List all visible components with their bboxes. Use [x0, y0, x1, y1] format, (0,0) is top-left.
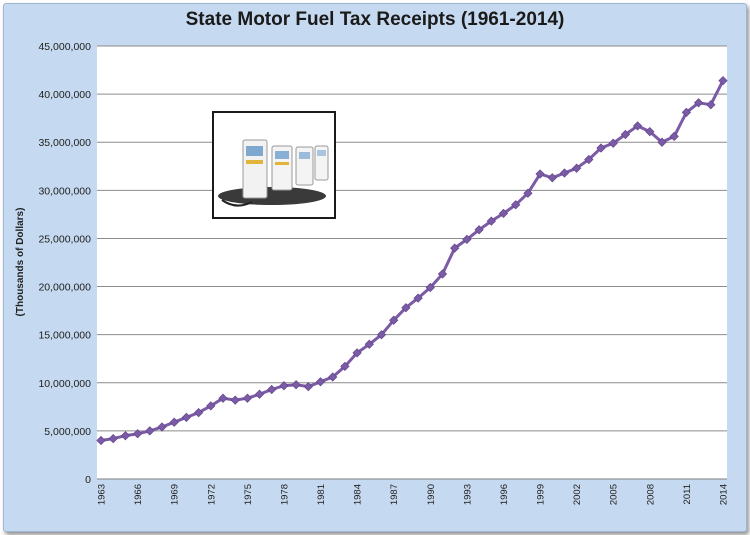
gridlines	[97, 45, 727, 432]
x-tick-label: 1999	[536, 484, 547, 505]
data-point	[559, 168, 570, 178]
x-tick-label: 2008	[645, 484, 656, 505]
y-tick-label: 0	[85, 474, 91, 486]
x-tick-label: 1978	[279, 484, 290, 505]
data-point	[706, 100, 716, 110]
data-point	[669, 131, 679, 142]
fuel-tax-series	[96, 75, 728, 446]
x-axis-ticks: 1963 1966 1969 1972 1975 1978 1981 1984 1987 1990…	[97, 484, 730, 505]
x-tick-label: 1987	[389, 484, 400, 505]
data-point	[157, 422, 167, 432]
data-point	[181, 412, 192, 423]
x-tick-label: 1966	[133, 484, 144, 505]
data-point	[511, 200, 521, 210]
x-tick-label: 2014	[719, 484, 730, 505]
data-point	[376, 330, 387, 340]
y-tick-label: 15,000,000	[38, 330, 91, 342]
data-point	[145, 426, 155, 436]
data-point	[645, 126, 655, 137]
x-tick-label: 1990	[426, 484, 437, 505]
data-point	[328, 372, 338, 382]
chart-title: State Motor Fuel Tax Receipts (1961-2014…	[185, 9, 565, 30]
data-point	[523, 188, 533, 198]
x-tick-label: 1996	[499, 484, 510, 505]
data-point	[389, 315, 399, 325]
series-line	[100, 79, 725, 442]
data-point	[474, 225, 484, 235]
data-point	[96, 435, 106, 446]
y-tick-label: 35,000,000	[38, 137, 91, 149]
data-point	[132, 429, 143, 439]
data-point	[242, 393, 253, 403]
y-tick-label: 20,000,000	[38, 282, 91, 294]
data-point	[498, 208, 509, 219]
data-point	[279, 381, 289, 391]
data-point	[352, 348, 362, 358]
data-point	[620, 129, 631, 140]
data-point	[535, 169, 545, 179]
data-point	[596, 143, 606, 153]
y-axis-ticks: 45,000,000 40,000,000 35,000,000 30,000,000…	[38, 41, 91, 486]
data-point	[693, 98, 704, 108]
data-point	[340, 361, 350, 372]
data-point	[401, 303, 411, 313]
data-point	[413, 293, 423, 303]
y-tick-label: 45,000,000	[38, 41, 91, 53]
data-point	[315, 377, 326, 387]
data-point	[303, 381, 313, 392]
x-tick-label: 1963	[97, 484, 108, 505]
data-point	[169, 417, 179, 427]
data-point	[547, 173, 557, 183]
x-tick-label: 1972	[206, 484, 217, 505]
x-tick-label: 2002	[572, 484, 583, 505]
data-point	[462, 234, 472, 245]
data-point	[364, 339, 374, 349]
data-point	[632, 121, 643, 131]
x-tick-label: 2011	[682, 484, 693, 504]
data-point	[254, 389, 265, 399]
data-point	[608, 138, 618, 148]
data-point	[657, 137, 667, 147]
data-point	[108, 433, 118, 444]
data-point	[571, 163, 582, 173]
data-point	[437, 269, 448, 279]
y-tick-label: 25,000,000	[38, 233, 91, 245]
data-point	[681, 107, 692, 118]
y-tick-label: 30,000,000	[38, 185, 91, 197]
x-tick-label: 1975	[243, 484, 254, 505]
plot-area	[97, 46, 727, 479]
x-tick-label: 1981	[316, 484, 327, 505]
x-tick-label: 1984	[353, 484, 364, 505]
data-point	[206, 401, 216, 411]
x-tick-label: 1993	[462, 484, 473, 505]
y-tick-label: 5,000,000	[44, 426, 91, 438]
data-point	[120, 431, 131, 441]
data-point	[230, 395, 240, 405]
data-point	[267, 384, 277, 395]
data-point	[450, 243, 460, 253]
data-point	[193, 407, 204, 418]
data-point	[718, 75, 728, 86]
y-tick-label: 40,000,000	[38, 89, 91, 101]
y-axis-label: (Thousands of Dollars)	[15, 208, 26, 317]
data-point	[425, 282, 435, 293]
x-tick-label: 2005	[609, 484, 620, 505]
data-point	[486, 216, 496, 226]
gas-pump-photo	[212, 111, 336, 219]
x-tick-label: 1969	[170, 484, 181, 505]
data-point	[584, 154, 594, 165]
y-tick-label: 10,000,000	[38, 378, 91, 390]
data-point	[291, 380, 301, 390]
data-point	[218, 393, 228, 403]
